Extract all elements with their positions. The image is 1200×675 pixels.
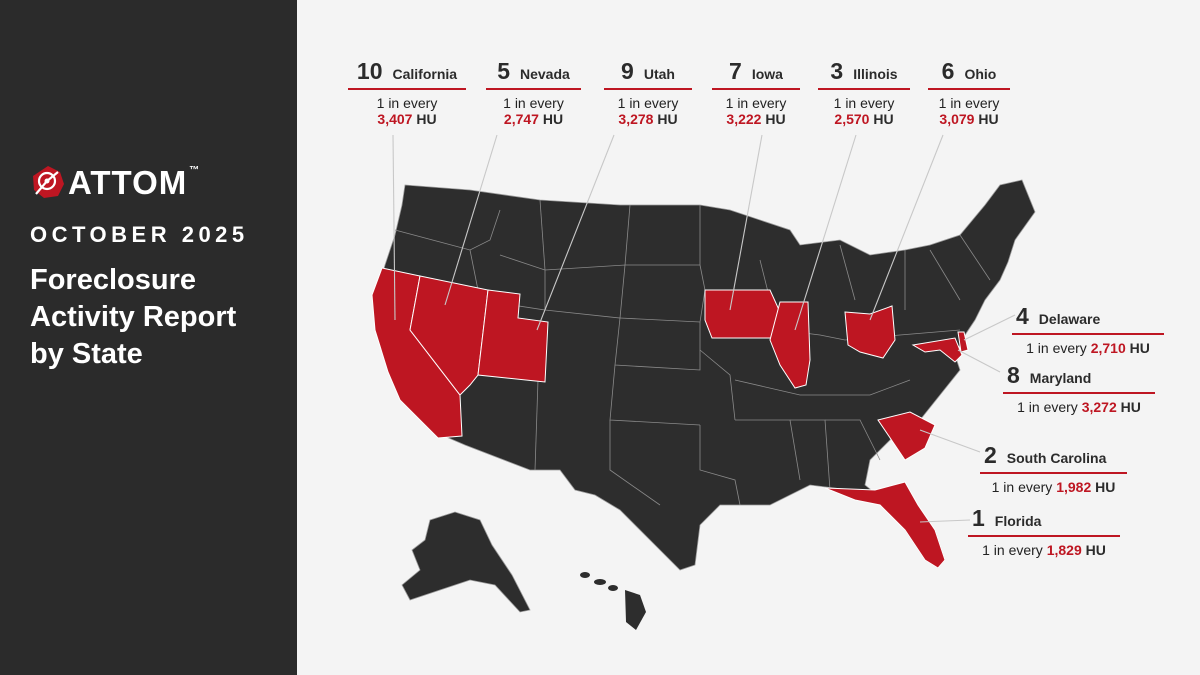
rate-unit: HU xyxy=(765,111,786,127)
report-title-line: by State xyxy=(30,338,143,370)
rate-prefix: 1 in every xyxy=(982,542,1043,558)
rate-prefix: 1 in every xyxy=(725,95,787,111)
leader-line xyxy=(729,134,763,311)
rate-prefix: 1 in every xyxy=(376,95,438,111)
state-hawaii xyxy=(580,572,646,630)
state-name: Maryland xyxy=(1029,370,1092,386)
leader-line xyxy=(963,314,1016,341)
rank-number: 9 xyxy=(621,58,634,84)
callout-utah: 9 Utah 1 in every 3,278 HU xyxy=(604,58,692,127)
rank-number: 5 xyxy=(497,58,510,84)
callout-california: 10 California 1 in every 3,407 HU xyxy=(348,58,466,127)
state-ohio xyxy=(844,305,896,359)
rank-number: 1 xyxy=(972,505,985,531)
attom-logo: ATTOM ™ xyxy=(30,164,200,200)
callout-maryland: 8 Maryland 1 in every 3,272 HU xyxy=(1003,362,1155,415)
rank-number: 8 xyxy=(1007,362,1020,388)
rate-unit: HU xyxy=(873,111,894,127)
sidebar-panel: ATTOM ™ OCTOBER 2025 Foreclosure Activity… xyxy=(0,0,297,675)
rate-prefix: 1 in every xyxy=(938,95,1000,111)
leader-line xyxy=(392,134,396,321)
rate-unit: HU xyxy=(542,111,564,127)
us-map xyxy=(371,134,1036,630)
rate-prefix: 1 in every xyxy=(833,95,895,111)
state-name: Florida xyxy=(994,513,1042,529)
report-period: OCTOBER 2025 xyxy=(30,222,249,247)
state-utah xyxy=(477,289,549,383)
rate-unit: HU xyxy=(1129,340,1150,356)
state-iowa xyxy=(704,289,781,339)
callout-florida: 1 Florida 1 in every 1,829 HU xyxy=(968,505,1120,558)
state-delaware xyxy=(957,331,969,353)
rate-prefix: 1 in every xyxy=(1017,399,1078,415)
report-title-line: Foreclosure xyxy=(30,264,196,296)
rank-number: 4 xyxy=(1016,303,1029,329)
rank-number: 6 xyxy=(941,58,955,84)
rate-unit: HU xyxy=(1095,479,1116,495)
leader-lines xyxy=(392,134,1016,523)
rate-value: 1,829 xyxy=(1046,542,1082,558)
rate-unit: HU xyxy=(1085,542,1106,558)
report-title-line: Activity Report xyxy=(30,301,237,333)
brand-name: ATTOM ™ xyxy=(68,163,201,201)
leader-line xyxy=(536,134,615,331)
rate-unit: HU xyxy=(657,111,678,127)
state-name: Nevada xyxy=(519,66,570,82)
rate-value: 3,079 xyxy=(939,111,975,127)
rate-prefix: 1 in every xyxy=(503,95,564,111)
rank-number: 3 xyxy=(830,58,844,84)
rate-prefix: 1 in every xyxy=(991,479,1053,495)
rate-unit: HU xyxy=(416,111,437,127)
rate-value: 3,407 xyxy=(377,111,413,127)
state-name: Utah xyxy=(643,66,675,82)
leader-line xyxy=(794,134,857,331)
callout-delaware: 4 Delaware 1 in every 2,710 HU xyxy=(1012,303,1164,356)
attom-logo-icon xyxy=(33,166,64,198)
leader-line xyxy=(919,519,971,523)
rate-unit: HU xyxy=(1120,399,1141,415)
callout-south-carolina: 2 South Carolina 1 in every 1,982 HU xyxy=(980,442,1127,495)
leader-line xyxy=(444,134,498,306)
report-title: Foreclosure Activity Report by State xyxy=(30,262,280,373)
rate-value: 1,982 xyxy=(1056,479,1092,495)
state-name: Illinois xyxy=(853,66,898,82)
state-maryland xyxy=(911,337,963,363)
rate-prefix: 1 in every xyxy=(617,95,679,111)
rate-value: 2,570 xyxy=(834,111,870,127)
callout-illinois: 3 Illinois 1 in every 2,570 HU xyxy=(818,58,910,127)
rate-value: 3,272 xyxy=(1081,399,1117,415)
leader-line xyxy=(919,429,981,453)
callout-ohio: 6 Ohio 1 in every 3,079 HU xyxy=(928,58,1010,127)
state-name: Iowa xyxy=(751,66,783,82)
rate-value: 3,222 xyxy=(726,111,762,127)
rank-number: 7 xyxy=(729,58,742,84)
state-name: South Carolina xyxy=(1006,450,1107,466)
leader-line xyxy=(957,349,1001,373)
state-name: Ohio xyxy=(964,66,997,82)
state-south-carolina xyxy=(877,411,936,461)
callout-iowa: 7 Iowa 1 in every 3,222 HU xyxy=(712,58,800,127)
state-illinois xyxy=(769,301,811,389)
state-name: California xyxy=(392,66,458,82)
rate-unit: HU xyxy=(978,111,999,127)
rate-value: 2,747 xyxy=(503,111,539,127)
rate-prefix: 1 in every xyxy=(1026,340,1087,356)
leader-line xyxy=(869,134,944,321)
rate-value: 3,278 xyxy=(618,111,654,127)
rank-number: 10 xyxy=(356,58,383,84)
rank-number: 2 xyxy=(984,442,997,468)
state-name: Delaware xyxy=(1038,311,1101,327)
state-florida xyxy=(824,481,946,569)
state-alaska xyxy=(401,511,531,613)
rate-value: 2,710 xyxy=(1090,340,1126,356)
callout-nevada: 5 Nevada 1 in every 2,747 HU xyxy=(486,58,581,127)
